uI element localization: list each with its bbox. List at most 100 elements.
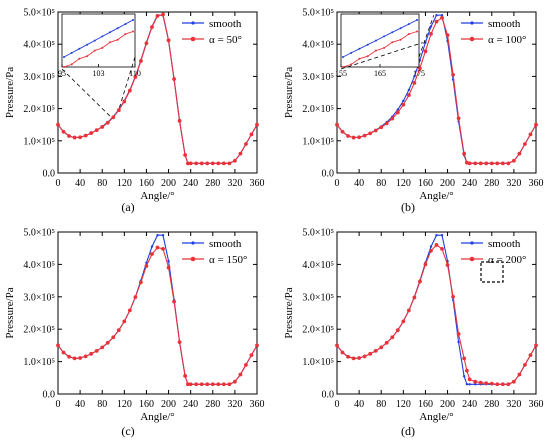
data-point-1: [434, 243, 439, 247]
data-point-1: [194, 382, 199, 387]
data-point-1: [216, 161, 221, 166]
legend-swatch-marker: [190, 256, 196, 262]
inset-point: [86, 55, 88, 58]
data-point-0: [156, 234, 159, 237]
data-point-1: [116, 328, 121, 333]
x-axis-label: Angle/°: [419, 411, 453, 423]
inset-point: [399, 38, 402, 41]
data-point-1: [249, 353, 254, 358]
data-point-1: [384, 340, 389, 345]
x-tick-label: 40: [354, 399, 364, 410]
x-tick-label: 280: [484, 399, 499, 410]
data-point-1: [351, 356, 356, 361]
inset-point: [70, 51, 73, 54]
inset-point: [70, 63, 73, 66]
legend-label: α = 50°: [209, 34, 242, 46]
inset-frame: [61, 13, 136, 68]
chart-panel-d: 0 40 80 120 160 200 240 280 320 360 0.0 1.0×10⁵ 2.0×…: [283, 228, 544, 439]
y-tick-label: 2.0×10⁵: [23, 104, 55, 115]
inset-point: [358, 47, 361, 50]
y-tick-label: 5.0×10⁵: [302, 8, 334, 19]
x-tick-label: 360: [250, 178, 265, 189]
y-tick-label: 3.0×10⁵: [302, 72, 334, 83]
x-tick-label: 80: [97, 178, 107, 189]
y-tick-label: 5.0×10⁵: [23, 8, 55, 19]
data-point-1: [188, 382, 193, 387]
data-point-0: [407, 88, 411, 92]
data-point-1: [506, 382, 511, 387]
inset-point: [391, 31, 394, 34]
inset-point: [78, 57, 81, 60]
data-point-1: [395, 110, 400, 115]
inset-point: [63, 56, 65, 58]
data-point-1: [467, 377, 472, 382]
x-tick-label: 40: [75, 399, 85, 410]
data-point-1: [133, 295, 138, 300]
data-point-1: [199, 161, 204, 166]
data-point-1: [478, 161, 483, 166]
data-point-1: [390, 116, 395, 121]
x-tick-label: 0: [335, 399, 340, 410]
x-tick-label: 80: [97, 399, 107, 410]
data-point-1: [61, 350, 66, 355]
x-tick-label: 320: [506, 399, 521, 410]
data-point-1: [362, 133, 367, 138]
data-point-1: [172, 77, 176, 81]
panel-label: (b): [401, 200, 415, 214]
data-point-1: [523, 362, 527, 367]
chart-panel-b: 0 40 80 120 160 200 240 280 320 360 0.0 1.0×10⁵ 2.0×…: [283, 8, 544, 215]
data-point-1: [72, 135, 77, 140]
data-point-1: [462, 356, 467, 361]
legend-swatch-marker: [191, 21, 195, 25]
data-point-1: [517, 372, 522, 377]
data-point-1: [144, 264, 149, 268]
inset-x-tick-label: 95: [58, 69, 66, 78]
inset-x-tick-label: 175: [413, 69, 425, 78]
data-point-1: [139, 280, 143, 285]
data-point-1: [484, 381, 489, 386]
data-point-1: [238, 372, 243, 377]
y-axis-label: Pressure/Pa: [4, 287, 16, 338]
inset-point: [407, 33, 410, 36]
inset-point: [366, 43, 369, 46]
inset-frame: [340, 13, 420, 68]
data-point-1: [194, 161, 199, 166]
data-point-1: [111, 335, 116, 340]
inset-point: [350, 51, 353, 54]
x-tick-label: 280: [205, 399, 220, 410]
inset-x-tick-label: 155: [335, 69, 347, 78]
data-point-1: [335, 122, 339, 127]
data-point-1: [445, 263, 450, 267]
data-point-1: [429, 248, 433, 253]
data-point-1: [78, 135, 83, 140]
data-point-1: [150, 25, 154, 30]
inset-point: [358, 57, 361, 60]
x-tick-label: 240: [462, 399, 477, 410]
data-point-1: [210, 382, 215, 387]
y-tick-label: 3.0×10⁵: [23, 292, 55, 303]
data-point-1: [340, 129, 345, 134]
inset-point: [383, 35, 386, 38]
inset-leader-line: [418, 15, 435, 58]
data-point-1: [451, 294, 455, 299]
data-point-1: [227, 382, 232, 387]
data-point-1: [357, 135, 362, 140]
data-point-1: [244, 142, 248, 146]
inset-series-line: [342, 31, 418, 68]
inset-point: [342, 66, 344, 68]
x-tick-label: 160: [418, 178, 433, 189]
x-tick-label: 0: [56, 178, 61, 189]
data-point-1: [462, 151, 467, 156]
inset-series-line: [342, 19, 418, 58]
y-tick-label: 2.0×10⁵: [23, 325, 55, 336]
data-point-1: [186, 382, 190, 387]
data-point-1: [61, 129, 66, 134]
inset-leader-line: [61, 68, 111, 117]
inset-point: [407, 23, 410, 26]
data-point-1: [429, 31, 433, 36]
data-point-1: [401, 102, 406, 107]
data-point-1: [177, 340, 182, 345]
data-point-1: [183, 373, 188, 378]
data-point-1: [528, 132, 533, 137]
data-point-0: [429, 25, 433, 28]
